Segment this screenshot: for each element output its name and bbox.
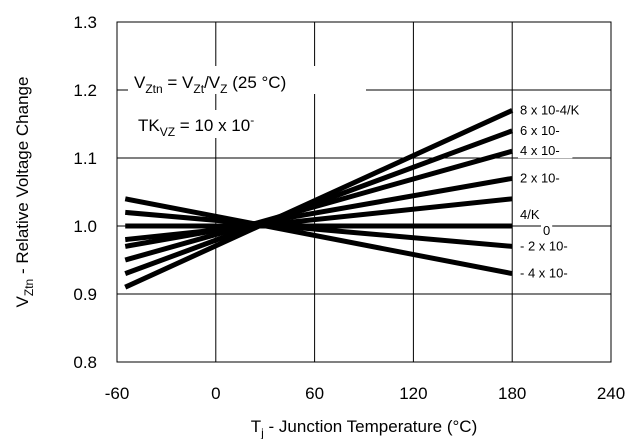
plot-frame <box>116 21 612 363</box>
series-label: - 2 x 10- <box>520 238 568 253</box>
y-tick-label: 1.3 <box>73 13 97 32</box>
series-label: - 4 x 10- <box>520 266 568 281</box>
series-lines <box>124 108 514 290</box>
y-tick-label: 0.8 <box>73 353 97 372</box>
series-label-background <box>518 170 573 186</box>
x-tick-label: 0 <box>211 384 220 403</box>
x-axis-label: Tj - Junction Temperature (°C) <box>251 417 477 439</box>
series-label: 4 x 10- <box>520 143 560 158</box>
series-line <box>124 196 513 243</box>
formula-background <box>128 66 366 94</box>
series-labels: 8 x 10-4/K 6 x 10- 4 x 10- 2 x 10- 0- 2 x 10… <box>518 102 594 281</box>
x-tick-label: 60 <box>305 384 324 403</box>
x-tick-label: 120 <box>399 384 427 403</box>
series-line <box>124 128 514 276</box>
y-axis-label: VZtn - Relative Voltage Change <box>13 77 36 308</box>
series-label: 2 x 10- <box>520 170 560 185</box>
formula-annotation: VZtn = VZt/VZ (25 °C) <box>134 73 286 96</box>
tk-annotation: TKVZ = 10 x 10- <box>138 113 254 139</box>
x-tick-label: -60 <box>105 384 130 403</box>
unit-label: 4/K <box>520 207 540 222</box>
series-label-background <box>518 143 573 159</box>
series-label-background <box>518 265 587 281</box>
y-tick-label: 1.1 <box>73 149 97 168</box>
series-line <box>124 108 514 290</box>
series-label-background <box>518 238 587 254</box>
series-label: 6 x 10- <box>520 123 560 138</box>
series-label-background <box>541 223 553 238</box>
y-tick-label: 1.0 <box>73 217 97 236</box>
series-label: 0 <box>543 223 550 238</box>
series-line <box>124 196 513 277</box>
y-tick-label: 0.9 <box>73 285 97 304</box>
series-label-background <box>518 122 573 138</box>
y-tick-label: 1.2 <box>73 81 97 100</box>
series-label: 8 x 10-4/K <box>520 102 580 117</box>
y-tick-labels: 0.8 0.9 1.0 1.1 1.2 1.3 <box>73 13 97 372</box>
series-line <box>124 148 513 263</box>
x-tick-labels: -60 0 60 120 180 240 <box>105 384 625 403</box>
tk-background <box>128 110 308 138</box>
series-line <box>125 209 513 249</box>
series-label-background <box>518 102 594 118</box>
x-tick-label: 240 <box>597 384 625 403</box>
x-tick-label: 180 <box>498 384 526 403</box>
